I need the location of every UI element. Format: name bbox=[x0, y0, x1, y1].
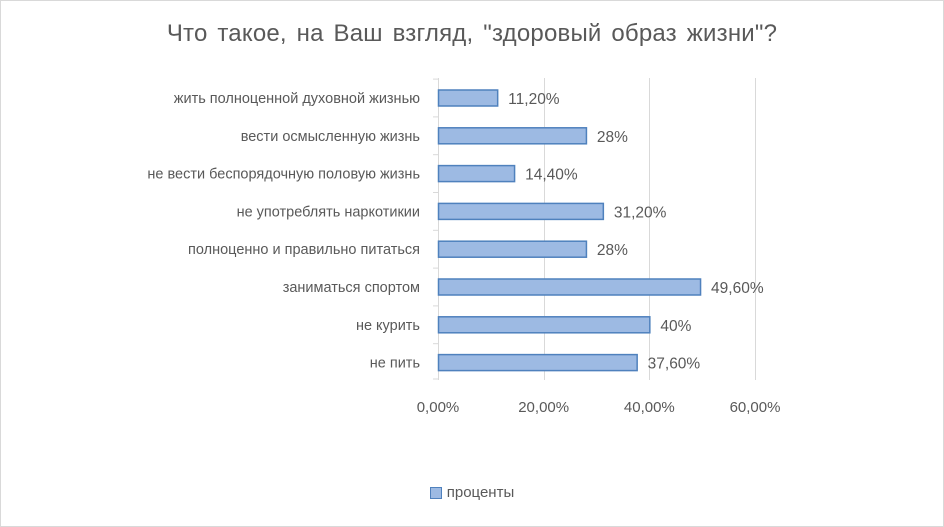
bar bbox=[437, 316, 651, 334]
category-label: заниматься спортом bbox=[283, 280, 420, 296]
bar bbox=[437, 127, 588, 145]
data-label: 28% bbox=[597, 129, 628, 146]
bar bbox=[437, 164, 516, 183]
data-label: 31,20% bbox=[614, 204, 667, 221]
data-label: 11,20% bbox=[508, 91, 560, 108]
category-label: не курить bbox=[356, 318, 420, 334]
bar bbox=[437, 89, 499, 107]
bar bbox=[437, 202, 605, 221]
category-label: не употреблять наркотикии bbox=[237, 204, 420, 220]
bar bbox=[437, 278, 702, 296]
category-label: не вести беспорядочную половую жизнь bbox=[147, 167, 420, 183]
category-label: вести осмысленную жизнь bbox=[241, 129, 420, 145]
bar bbox=[437, 240, 588, 258]
category-label: жить полноценной духовной жизнью bbox=[174, 91, 420, 107]
legend-swatch bbox=[429, 486, 442, 499]
category-label: полноценно и правильно питаться bbox=[188, 242, 420, 258]
data-label: 28% bbox=[597, 242, 628, 259]
bar bbox=[437, 353, 638, 372]
data-label: 49,60% bbox=[711, 280, 764, 297]
chart-title: Что такое, на Ваш взгляд, "здоровый обра… bbox=[166, 20, 778, 47]
category-label: не пить bbox=[370, 356, 420, 372]
x-tick-label: 60,00% bbox=[730, 399, 781, 416]
data-label: 40% bbox=[660, 318, 691, 335]
x-tick-label: 0,00% bbox=[417, 399, 460, 416]
legend: проценты bbox=[0, 484, 944, 501]
x-tick-label: 20,00% bbox=[518, 399, 569, 416]
data-label: 14,40% bbox=[525, 167, 578, 184]
data-label: 37,60% bbox=[648, 356, 701, 373]
x-tick-label: 40,00% bbox=[624, 399, 675, 416]
legend-label: проценты bbox=[446, 484, 515, 501]
